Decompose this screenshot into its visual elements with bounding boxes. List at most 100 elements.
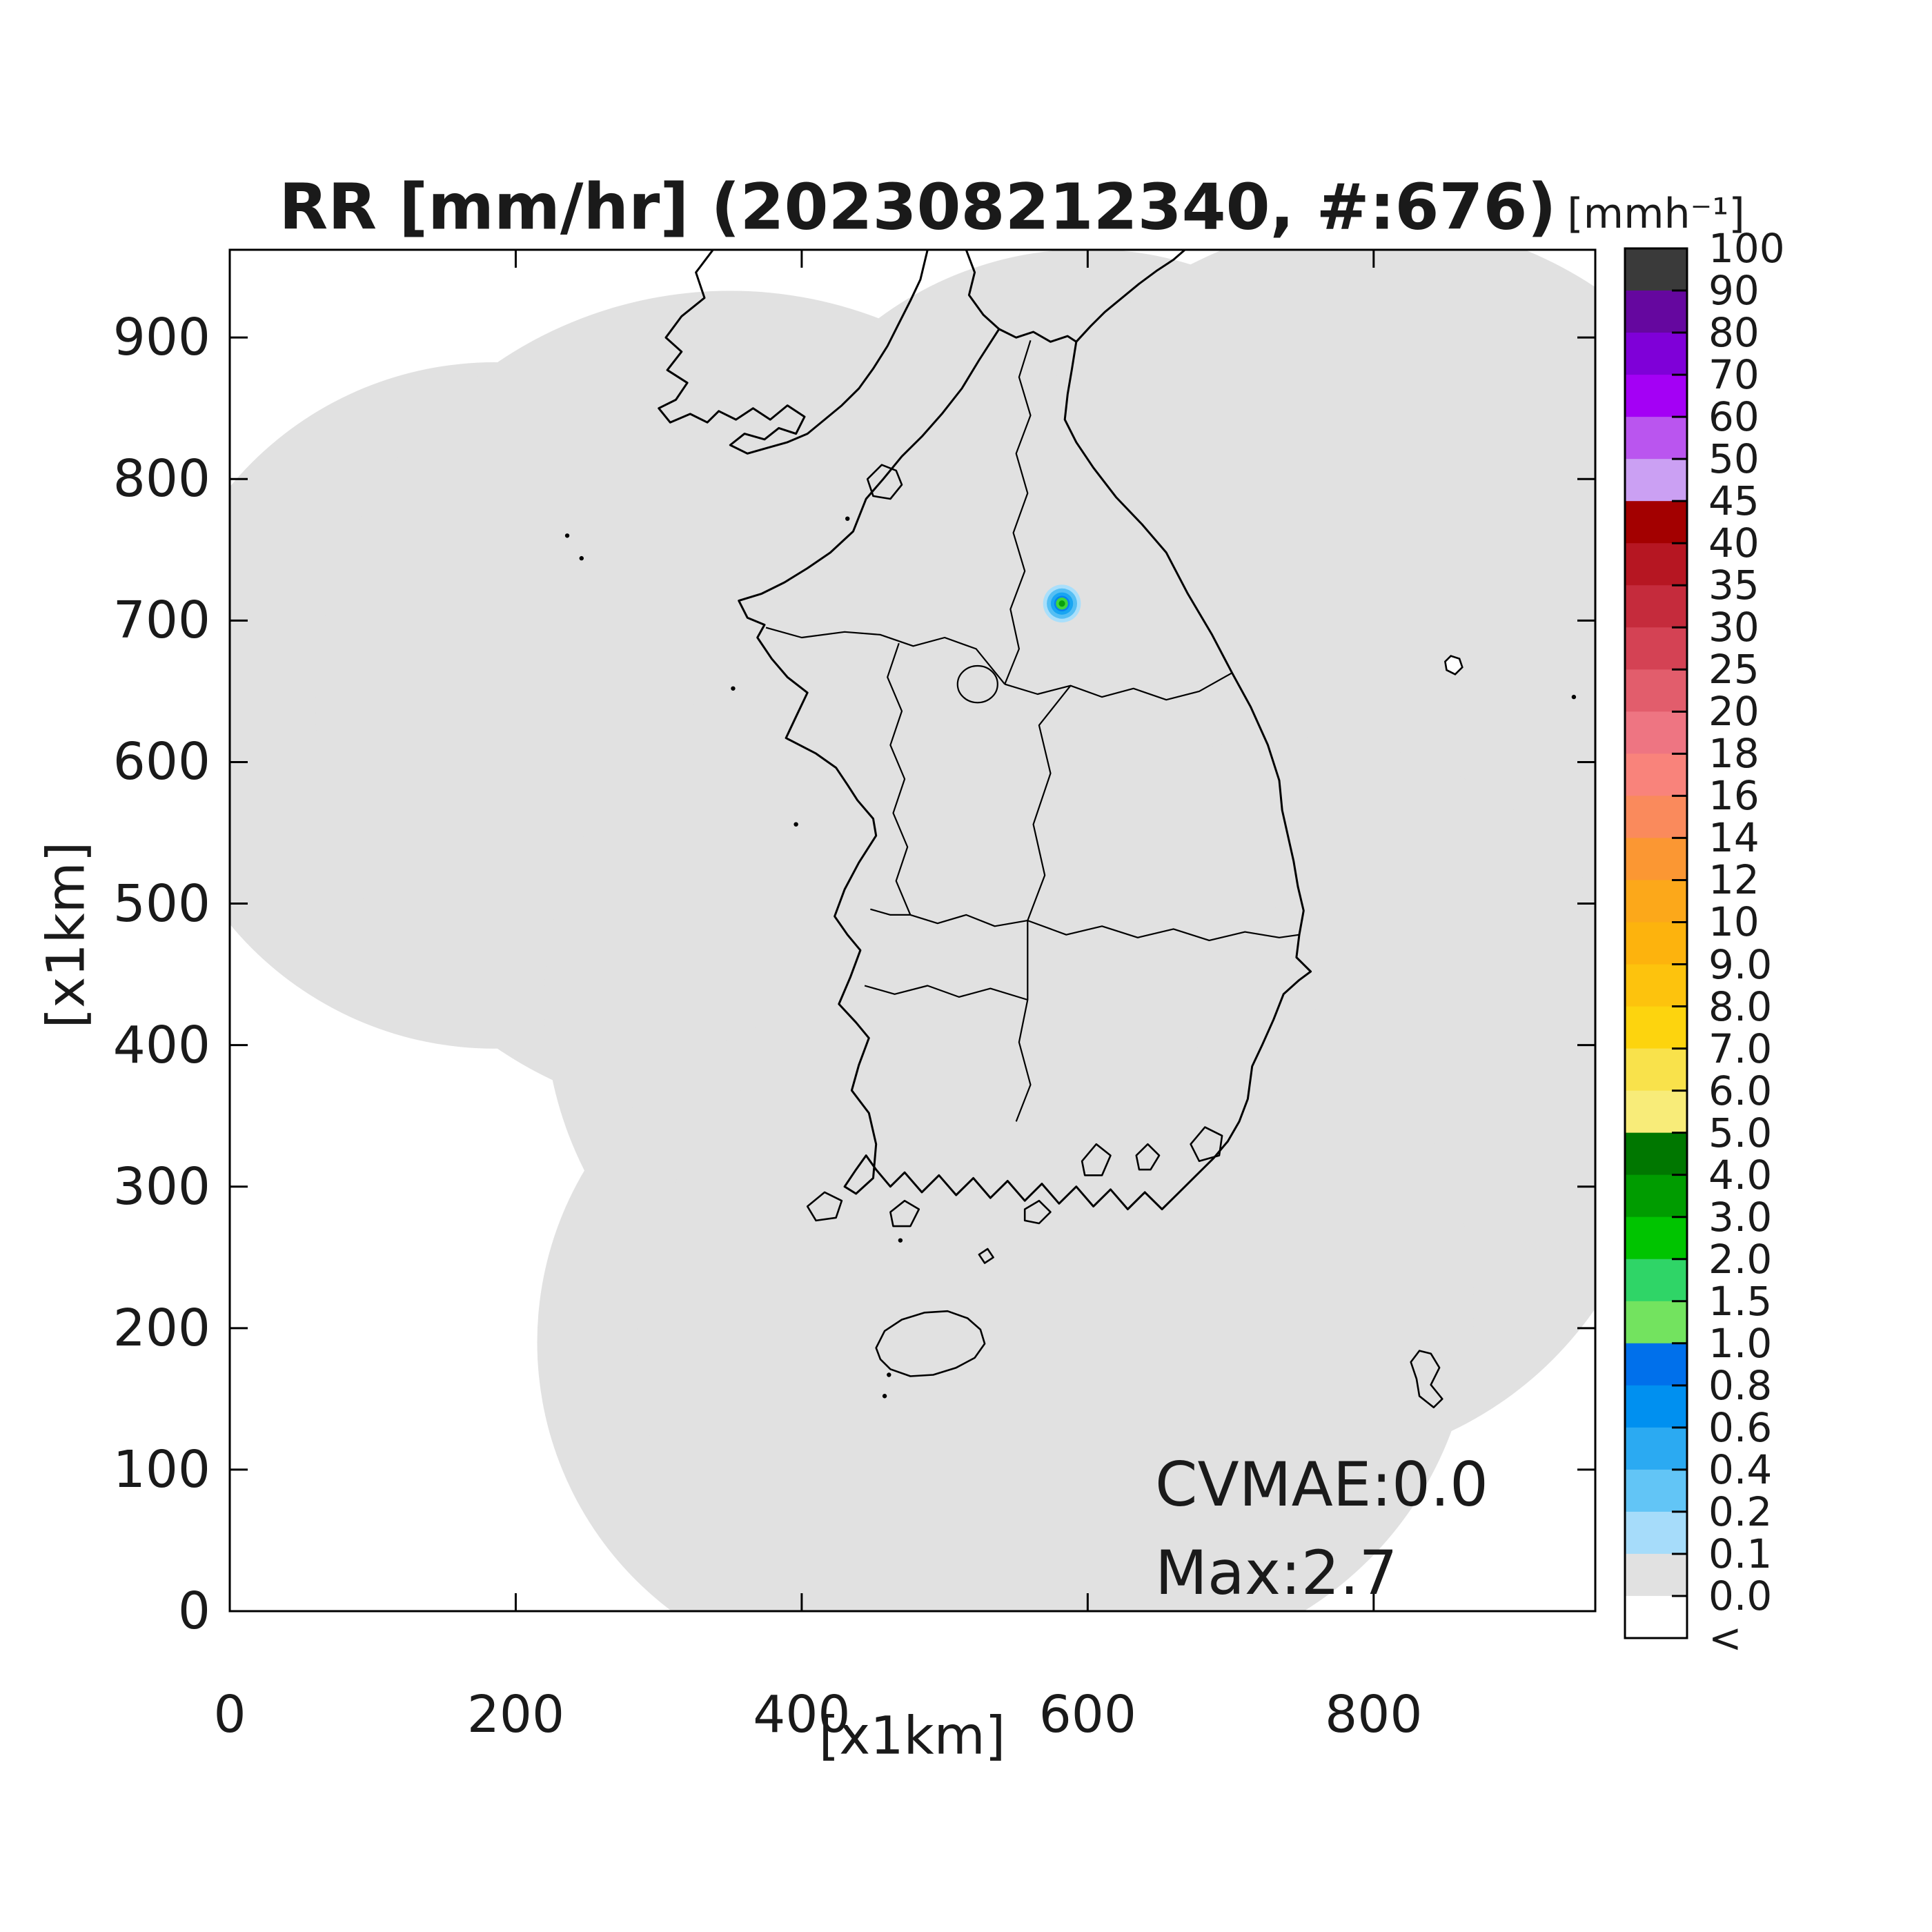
plot-frame <box>228 248 1597 1613</box>
colorbar-segment <box>1625 880 1687 923</box>
province-border <box>1027 685 1072 921</box>
colorbar-tick-label: 35 <box>1708 562 1759 609</box>
colorbar-tick-label: 6.0 <box>1708 1067 1773 1114</box>
island-outline <box>1410 1350 1443 1408</box>
colorbar-tick-label: 5.0 <box>1708 1109 1773 1156</box>
colorbar-segment <box>1625 1259 1687 1302</box>
y-tick-label: 100 <box>112 1439 210 1499</box>
y-tick-label: 0 <box>177 1581 210 1641</box>
colorbar-tick-label: 45 <box>1708 477 1759 525</box>
coastline <box>965 250 1186 343</box>
colorbar-tick-label: 14 <box>1708 814 1759 862</box>
island-outline <box>866 464 903 500</box>
colorbar-tick-label: 7.0 <box>1708 1025 1773 1072</box>
city-boundary-ring <box>956 664 998 704</box>
colorbar-tick-label: 60 <box>1708 393 1759 441</box>
colorbar-tick-label: 0.2 <box>1708 1488 1773 1535</box>
colorbar-segment <box>1625 1301 1687 1344</box>
x-axis-label: [x1km] <box>818 1704 1006 1766</box>
colorbar-segment <box>1625 1174 1687 1218</box>
province-border <box>765 627 1006 685</box>
rain-cell-ring <box>1058 600 1065 607</box>
islet-dot <box>731 686 736 691</box>
islet-dot <box>882 1394 887 1399</box>
island-ulleungdo <box>1444 655 1463 676</box>
colorbar-tick-label: 20 <box>1708 688 1759 736</box>
colorbar-tick-label: 9.0 <box>1708 940 1773 988</box>
colorbar-segment <box>1625 627 1687 671</box>
colorbar-segment <box>1625 543 1687 586</box>
colorbar-segment <box>1625 1469 1687 1512</box>
colorbar-tick-label: 18 <box>1708 730 1759 778</box>
colorbar-tick-label: 4.0 <box>1708 1151 1773 1199</box>
colorbar-segment <box>1625 1216 1687 1260</box>
x-tick-label: 600 <box>1038 1685 1136 1744</box>
island-outline <box>1023 1199 1052 1225</box>
colorbar-segment <box>1625 796 1687 839</box>
y-axis-label: [x1km] <box>34 841 97 1029</box>
y-tick-label: 200 <box>112 1298 210 1358</box>
x-tick-label: 0 <box>213 1685 246 1744</box>
colorbar-unit-label: [mmh⁻¹] <box>1567 190 1745 238</box>
coastline <box>738 328 1312 1210</box>
island-outline <box>889 1199 920 1228</box>
province-border <box>870 908 1028 927</box>
colorbar-tick-label: < <box>1708 1615 1742 1662</box>
colorbar-segment <box>1625 1385 1687 1428</box>
x-tick-label: 800 <box>1325 1685 1423 1744</box>
colorbar-segment <box>1625 753 1687 797</box>
colorbar-tick-label: 2.0 <box>1708 1235 1773 1283</box>
colorbar-segment <box>1625 1343 1687 1386</box>
colorbar-tick-label: 1.0 <box>1708 1319 1773 1367</box>
province-border <box>864 985 1028 1001</box>
island-outline <box>1135 1143 1161 1171</box>
colorbar-segment <box>1625 1595 1687 1639</box>
island-outline <box>978 1248 994 1264</box>
colorbar-tick-label: 0.1 <box>1708 1530 1773 1577</box>
y-tick-label: 400 <box>112 1015 210 1075</box>
colorbar-tick-label: 0.4 <box>1708 1446 1773 1493</box>
colorbar-segment <box>1625 1132 1687 1176</box>
colorbar-tick-label: 30 <box>1708 604 1759 651</box>
colorbar-tick-label: 8.0 <box>1708 983 1773 1030</box>
islet-dot <box>793 822 798 827</box>
colorbar-tick-label: 25 <box>1708 646 1759 693</box>
island-outline <box>875 1310 986 1377</box>
y-tick-label: 700 <box>112 591 210 651</box>
colorbar-tick-label: 100 <box>1708 225 1785 272</box>
plot-title: RR [mm/hr] (202308212340, #:676) <box>279 170 1557 244</box>
islet-dot <box>845 516 850 521</box>
colorbar-tick-label: 70 <box>1708 351 1759 399</box>
colorbar-segment <box>1625 1048 1687 1092</box>
cvmae-annotation: CVMAE:0.0 <box>1155 1449 1488 1520</box>
islet-dot <box>564 533 570 538</box>
coastline <box>658 250 929 455</box>
province-border <box>1004 672 1233 701</box>
colorbar-tick-label: 0.6 <box>1708 1403 1773 1451</box>
province-border <box>1015 920 1032 1122</box>
x-tick-label: 400 <box>753 1685 851 1744</box>
colorbar-segment <box>1625 459 1687 502</box>
colorbar-segment <box>1625 1090 1687 1134</box>
colorbar-tick-label: 1.5 <box>1708 1277 1773 1325</box>
island-outline <box>806 1191 843 1222</box>
colorbar-tick-label: 16 <box>1708 772 1759 820</box>
colorbar-tick-label: 80 <box>1708 309 1759 357</box>
islet-dot <box>1571 694 1577 700</box>
y-tick-label: 800 <box>112 449 210 509</box>
colorbar-frame <box>1624 247 1688 1639</box>
colorbar-tick-label: 50 <box>1708 435 1759 483</box>
colorbar-segment <box>1625 585 1687 629</box>
colorbar-segment <box>1625 417 1687 460</box>
y-tick-label: 900 <box>112 308 210 368</box>
island-outline <box>1081 1143 1112 1176</box>
colorbar-segment <box>1625 1511 1687 1555</box>
province-border <box>1004 339 1032 685</box>
colorbar-segment <box>1625 669 1687 713</box>
colorbar-tick-label: 90 <box>1708 267 1759 315</box>
radar-coverage-circle <box>637 985 1352 1611</box>
colorbar-tick-label: 0.0 <box>1708 1572 1773 1619</box>
colorbar-segment <box>1625 838 1687 881</box>
